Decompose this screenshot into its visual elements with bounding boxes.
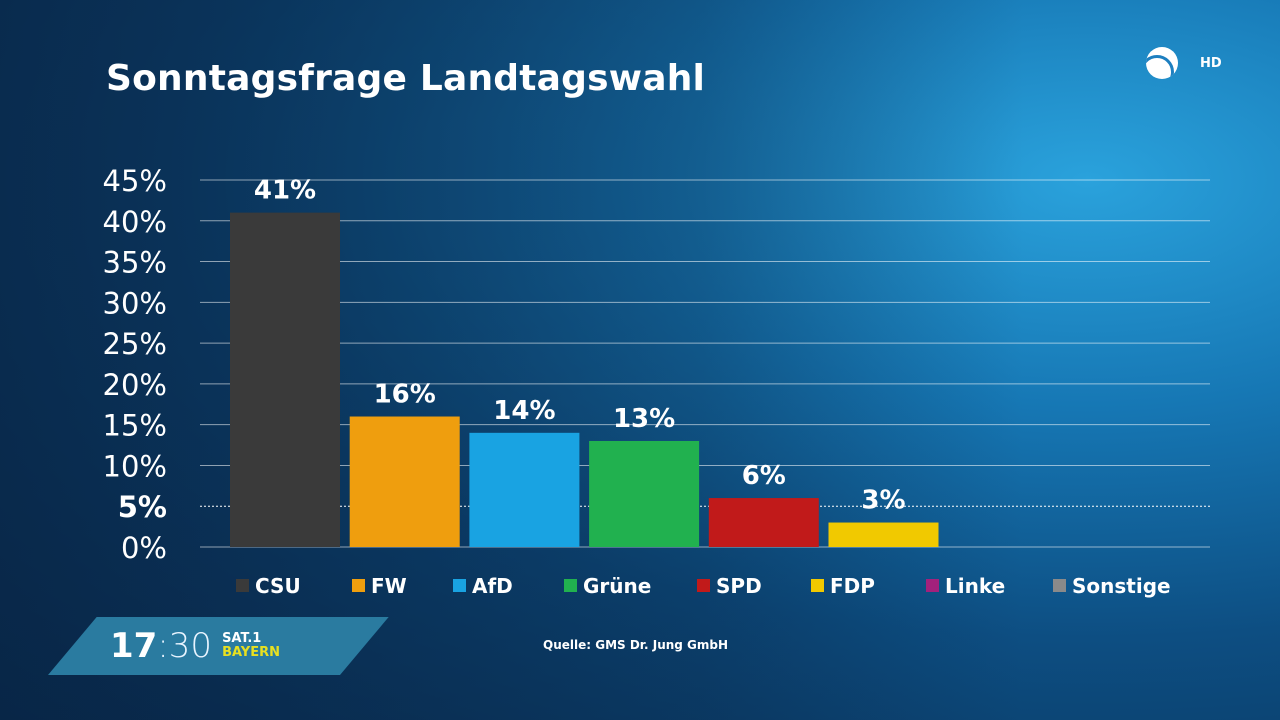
legend-item-csu: CSU <box>255 574 301 598</box>
legend-item-grüne: Grüne <box>583 574 651 598</box>
source-note: Quelle: GMS Dr. Jung GmbH <box>543 638 729 652</box>
legend-swatch <box>236 579 249 592</box>
clock-minutes: 30 <box>168 626 213 666</box>
bar-fdp <box>828 522 939 547</box>
data-label: 41% <box>254 176 316 206</box>
legend-swatch <box>811 579 824 592</box>
legend-swatch <box>564 579 577 592</box>
y-tick-label: 30% <box>103 286 167 320</box>
channel-name: SAT.1 BAYERN <box>222 632 280 660</box>
bar-grüne <box>589 440 700 547</box>
legend-item-afd: AfD <box>472 574 513 598</box>
channel-line1: SAT.1 <box>222 631 262 646</box>
y-tick-label: 5% <box>118 490 167 524</box>
bar-csu <box>230 212 340 547</box>
y-tick-label: 15% <box>103 409 167 443</box>
sat1-ball-logo-icon <box>1146 47 1178 79</box>
legend-swatch <box>453 579 466 592</box>
bar-spd <box>708 498 819 547</box>
data-label: 3% <box>861 486 905 516</box>
legend-item-spd: SPD <box>716 574 762 598</box>
channel-line2: BAYERN <box>222 645 280 660</box>
clock: 17:30 SAT.1 BAYERN <box>110 626 280 666</box>
y-tick-label: 10% <box>103 449 167 483</box>
y-tick-label: 45% <box>103 164 167 198</box>
legend-item-fw: FW <box>371 574 407 598</box>
legend-swatch <box>926 579 939 592</box>
legend-item-linke: Linke <box>945 574 1005 598</box>
data-label: 13% <box>613 404 675 434</box>
data-label: 16% <box>374 380 436 410</box>
y-tick-label: 25% <box>103 327 167 361</box>
data-label: 14% <box>493 396 555 426</box>
y-tick-label: 20% <box>103 368 167 402</box>
bar-fw <box>349 416 460 547</box>
y-tick-label: 35% <box>103 246 167 280</box>
y-tick-label: 40% <box>103 205 167 239</box>
legend-swatch <box>697 579 710 592</box>
legend-item-fdp: FDP <box>830 574 875 598</box>
bar-afd <box>469 432 580 547</box>
hd-badge: HD <box>1200 56 1222 71</box>
data-label: 6% <box>742 461 786 491</box>
chart-title: Sonntagsfrage Landtagswahl <box>106 58 706 99</box>
clock-hours: 17 <box>110 626 158 666</box>
y-tick-label: 0% <box>121 531 167 565</box>
legend-swatch <box>352 579 365 592</box>
legend-swatch <box>1053 579 1066 592</box>
legend-item-sonstige: Sonstige <box>1072 574 1171 598</box>
